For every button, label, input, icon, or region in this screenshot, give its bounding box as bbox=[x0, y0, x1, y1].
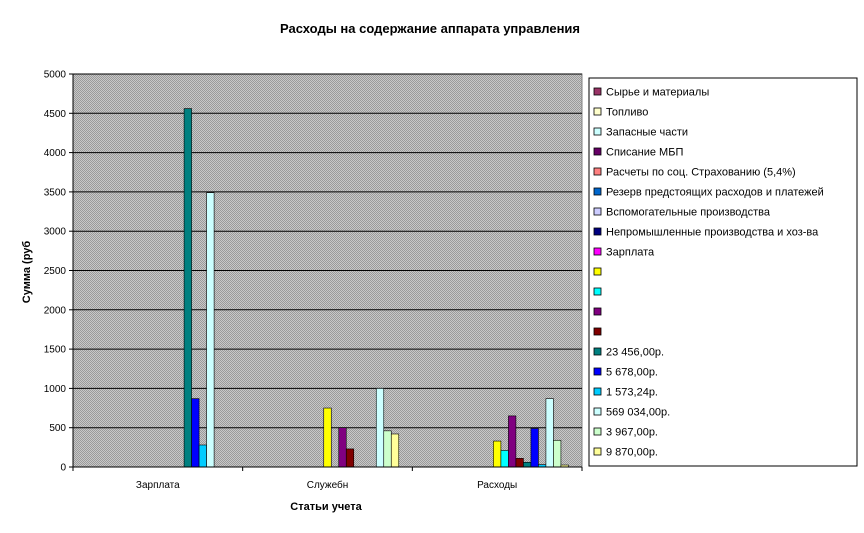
y-tick-label: 3500 bbox=[44, 187, 67, 198]
legend-label: 3 967,00р. bbox=[606, 427, 658, 439]
legend-swatch bbox=[593, 187, 602, 196]
legend-label: 569 034,00р. bbox=[606, 407, 670, 419]
bar bbox=[323, 407, 332, 468]
legend-label: Списание МБП bbox=[606, 147, 683, 159]
y-axis-title: Сумма (руб bbox=[21, 241, 33, 304]
legend-swatch bbox=[593, 127, 602, 136]
legend-swatch bbox=[593, 247, 602, 256]
y-tick-label: 2500 bbox=[44, 266, 67, 277]
legend-label: 5 678,00р. bbox=[606, 367, 658, 379]
bar bbox=[383, 430, 392, 468]
legend-swatch bbox=[593, 387, 602, 396]
x-axis-title: Статьи учета bbox=[290, 501, 362, 513]
y-tick-label: 4500 bbox=[44, 109, 67, 120]
bar bbox=[515, 458, 524, 468]
bar bbox=[523, 461, 532, 468]
legend-label: Непромышленные производства и хоз-ва bbox=[606, 227, 819, 239]
bar bbox=[345, 448, 355, 468]
legend-swatch bbox=[593, 267, 602, 276]
bar bbox=[390, 433, 400, 468]
legend-swatch bbox=[593, 307, 602, 316]
legend-swatch bbox=[593, 207, 602, 216]
legend-box bbox=[588, 77, 858, 467]
bar bbox=[553, 439, 562, 468]
legend-label: Запасные части bbox=[606, 127, 688, 139]
legend-label: Вспомогательные производства bbox=[606, 207, 771, 219]
bar bbox=[191, 398, 200, 468]
y-tick-label: 2000 bbox=[44, 305, 67, 316]
legend-label: 1 573,24р. bbox=[606, 387, 658, 399]
x-axis: Зарплата Служебн Расходы bbox=[72, 467, 583, 491]
plot-area bbox=[72, 73, 583, 468]
legend-label: Сырье и материалы bbox=[606, 87, 709, 99]
legend-swatch bbox=[593, 147, 602, 156]
legend-swatch bbox=[593, 167, 602, 176]
legend-swatch bbox=[593, 287, 602, 296]
bar bbox=[530, 428, 539, 468]
legend-label: Топливо bbox=[606, 107, 648, 119]
x-tick-label: Расходы bbox=[477, 480, 517, 491]
bars bbox=[183, 108, 569, 468]
legend-swatch bbox=[593, 407, 602, 416]
bar bbox=[198, 444, 207, 468]
chart-title: Расходы на содержание аппарата управлени… bbox=[280, 21, 580, 36]
legend-swatch bbox=[593, 367, 602, 376]
legend-swatch bbox=[593, 327, 602, 336]
bar bbox=[493, 440, 502, 468]
bar bbox=[500, 450, 509, 468]
legend-label: Расчеты по соц. Страхованию (5,4%) bbox=[606, 167, 796, 179]
bar bbox=[338, 427, 347, 468]
y-tick-label: 500 bbox=[49, 423, 66, 434]
legend-swatch bbox=[593, 347, 602, 356]
bar bbox=[545, 398, 554, 468]
y-tick-label: 3000 bbox=[44, 227, 67, 238]
legend-swatch bbox=[593, 107, 602, 116]
legend-swatch bbox=[593, 427, 602, 436]
legend-swatch bbox=[593, 87, 602, 96]
bar bbox=[508, 415, 517, 468]
bar bbox=[206, 192, 215, 468]
legend: Сырье и материалы Топливо Запасные части Сп… bbox=[588, 77, 858, 467]
legend-label: Резерв предстоящих расходов и платежей bbox=[606, 187, 824, 199]
y-axis: 0 500 1000 1500 2000 2500 3000 3500 4000 4500 5000 bbox=[44, 70, 582, 474]
bar bbox=[183, 108, 192, 468]
x-tick-label: Служебн bbox=[307, 479, 349, 491]
legend-label: Зарплата bbox=[606, 247, 655, 259]
y-tick-label: 4000 bbox=[44, 148, 67, 159]
y-tick-label: 5000 bbox=[44, 70, 67, 81]
y-tick-label: 1000 bbox=[44, 384, 67, 395]
bar bbox=[375, 388, 385, 468]
y-tick-label: 1500 bbox=[44, 345, 67, 356]
y-tick-label: 0 bbox=[60, 463, 66, 474]
legend-label: 9 870,00р. bbox=[606, 447, 658, 459]
legend-swatch bbox=[593, 227, 602, 236]
x-tick-label: Зарплата bbox=[136, 480, 180, 491]
legend-label: 23 456,00р. bbox=[606, 347, 664, 359]
legend-swatch bbox=[593, 447, 602, 456]
